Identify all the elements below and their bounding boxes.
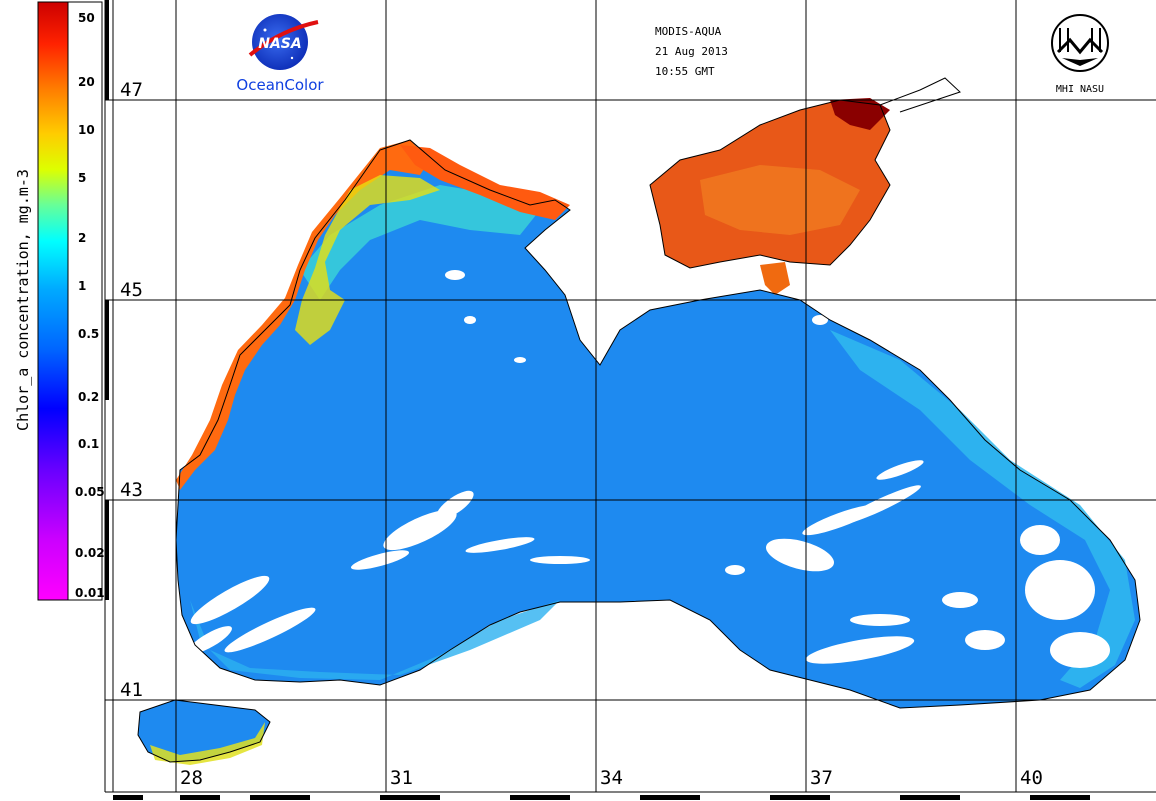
sea-nw-shelf	[300, 185, 540, 300]
colorbar-tick: 2	[78, 231, 86, 245]
colorbar-tick: 0.05	[75, 485, 105, 499]
lon-label-31: 31	[390, 767, 413, 789]
oceancolor-text: OceanColor	[236, 76, 324, 94]
mhi-emblem-icon	[1051, 14, 1109, 72]
lon-label-37: 37	[810, 767, 833, 789]
nasa-text: NASA	[258, 36, 301, 52]
black-sea	[176, 140, 1140, 708]
colorbar-tick: 0.1	[78, 437, 99, 451]
lat-label-43: 43	[120, 479, 143, 501]
left-frame	[104, 0, 114, 792]
colorbar-tick: 10	[78, 123, 95, 137]
bottom-frame	[105, 791, 1156, 800]
colorbar-tick: 0.01	[75, 586, 105, 600]
colorbar-tick: 0.5	[78, 327, 99, 341]
kerch-strait	[760, 262, 790, 295]
marmara-coast-bloom	[150, 722, 265, 765]
coastal-bloom-west	[176, 140, 430, 490]
lat-label-45: 45	[120, 279, 143, 301]
lon-label-34: 34	[600, 767, 623, 789]
cloud-mask	[188, 270, 1110, 668]
graticule	[105, 0, 1156, 792]
nasa-logo: NASA OceanColor	[236, 14, 324, 94]
sea-cyan-band-south	[190, 600, 560, 680]
azov-light-patch	[700, 165, 860, 235]
colorbar-tick: 5	[78, 171, 86, 185]
colorbar-label: Chlor_a concentration, mg.m-3	[14, 169, 32, 431]
lat-label-41: 41	[120, 679, 143, 701]
date-label: 21 Aug 2013	[655, 45, 728, 58]
sensor-label: MODIS-AQUA	[655, 25, 722, 38]
coastline	[137, 77, 1141, 763]
mhi-text: MHI NASU	[1056, 84, 1104, 95]
lon-label-28: 28	[180, 767, 203, 789]
colorbar-tick: 1	[78, 279, 86, 293]
coastal-bloom-dnieper	[400, 145, 570, 220]
colorbar-tick: 20	[78, 75, 95, 89]
colorbar: Chlor_a concentration, mg.m-3 50 20 10 5…	[14, 1, 105, 601]
coastal-bloom-west-inner	[295, 175, 440, 345]
lat-label-47: 47	[120, 79, 143, 101]
colorbar-tick: 50	[78, 11, 95, 25]
colorbar-tick: 0.02	[75, 546, 105, 560]
colorbar-tick: 0.2	[78, 390, 99, 404]
azov-dark-ne	[830, 98, 890, 130]
colorbar-gradient	[37, 1, 69, 601]
mhi-nasu-logo: MHI NASU	[1051, 14, 1109, 95]
time-label: 10:55 GMT	[655, 65, 715, 78]
lon-label-40: 40	[1020, 767, 1043, 789]
